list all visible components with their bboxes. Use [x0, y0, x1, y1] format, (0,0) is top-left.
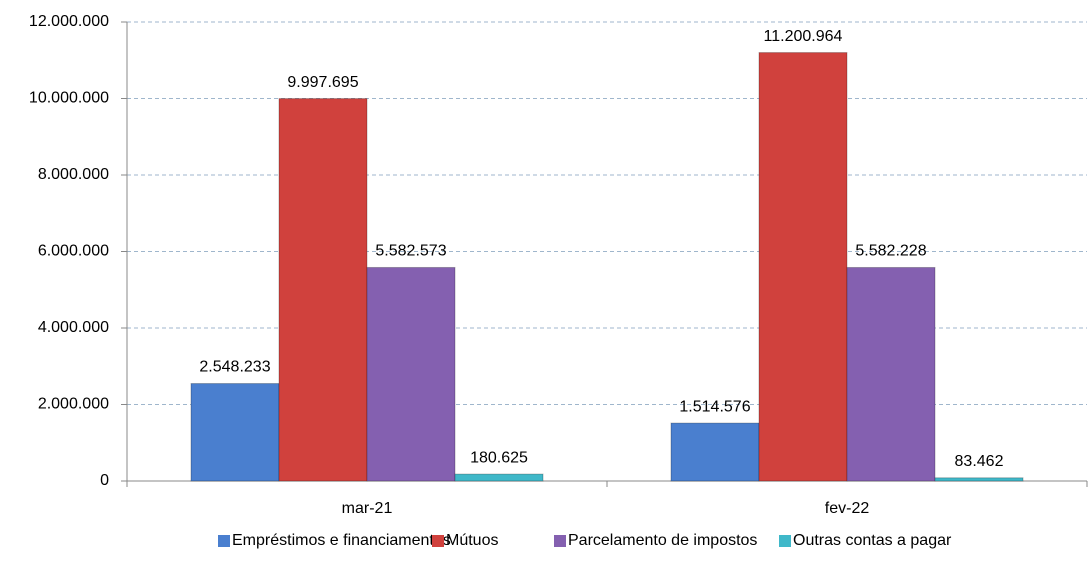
bar: [366, 266, 456, 482]
bar: [278, 98, 368, 482]
y-tick-label: 4.000.000: [38, 319, 109, 336]
legend-label: Mútuos: [446, 532, 498, 549]
y-tick-label: 6.000.000: [38, 243, 109, 260]
legend-swatch: [779, 535, 791, 547]
x-tick-label: fev-22: [825, 500, 870, 517]
value-label: 9.997.695: [287, 74, 358, 91]
value-label: 1.514.576: [679, 398, 750, 415]
y-tick-label: 12.000.000: [29, 13, 109, 30]
y-tick-label: 8.000.000: [38, 166, 109, 183]
bar: [934, 477, 1024, 482]
y-tick-label: 0: [100, 472, 109, 489]
legend-swatch: [218, 535, 230, 547]
legend-label: Empréstimos e financiamentos: [232, 532, 451, 549]
value-label: 11.200.964: [764, 28, 843, 45]
bar: [670, 422, 760, 482]
bar: [454, 473, 544, 482]
value-label: 2.548.233: [199, 359, 270, 376]
value-label: 180.625: [470, 449, 528, 466]
x-tick-label: mar-21: [342, 500, 393, 517]
y-tick-label: 10.000.000: [29, 90, 109, 107]
value-label: 5.582.573: [375, 243, 446, 260]
legend-label: Parcelamento de impostos: [568, 532, 757, 549]
bar: [846, 266, 936, 482]
y-tick-label: 2.000.000: [38, 396, 109, 413]
bar: [190, 383, 280, 482]
value-label: 83.462: [955, 453, 1004, 470]
value-label: 5.582.228: [855, 243, 926, 260]
legend-swatch: [554, 535, 566, 547]
bar: [758, 52, 848, 482]
legend-label: Outras contas a pagar: [793, 532, 952, 549]
legend-swatch: [432, 535, 444, 547]
